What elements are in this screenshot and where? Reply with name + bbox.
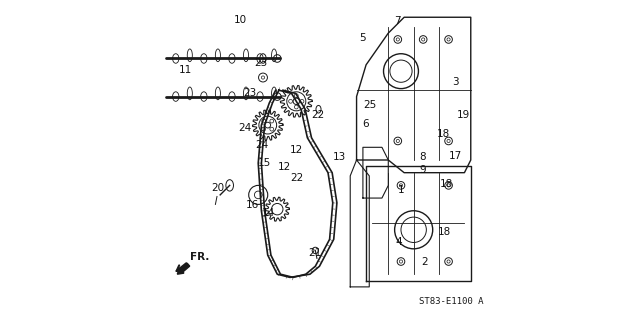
- Text: 17: 17: [449, 151, 462, 161]
- Text: 11: 11: [179, 65, 192, 75]
- Text: 18: 18: [436, 129, 450, 139]
- Text: 22: 22: [311, 110, 324, 120]
- Text: 9: 9: [419, 164, 426, 174]
- Text: 13: 13: [333, 152, 347, 163]
- Text: 18: 18: [438, 227, 452, 237]
- Text: 14: 14: [262, 208, 275, 218]
- Text: 3: 3: [452, 77, 459, 87]
- Text: 5: 5: [359, 33, 366, 43]
- Text: 25: 25: [364, 100, 377, 110]
- Text: 20: 20: [211, 183, 224, 193]
- Text: 23: 23: [254, 58, 268, 68]
- Text: 15: 15: [257, 157, 271, 168]
- Text: 12: 12: [278, 162, 291, 172]
- Text: 12: 12: [290, 145, 304, 155]
- Text: 22: 22: [290, 173, 304, 183]
- Text: 24: 24: [255, 140, 269, 150]
- Text: 2: 2: [422, 257, 428, 267]
- Text: 6: 6: [362, 119, 369, 130]
- Text: 4: 4: [395, 237, 402, 247]
- Text: 24: 24: [238, 123, 252, 133]
- FancyArrow shape: [177, 263, 190, 274]
- Text: 18: 18: [440, 179, 453, 189]
- Text: 19: 19: [457, 110, 470, 120]
- Text: 16: 16: [247, 200, 259, 210]
- Text: 21: 21: [308, 248, 321, 258]
- Text: 8: 8: [419, 152, 426, 163]
- Text: 1: 1: [398, 185, 405, 195]
- Text: ST83-E1100 A: ST83-E1100 A: [420, 297, 484, 306]
- FancyBboxPatch shape: [160, 1, 477, 319]
- Text: 10: 10: [234, 15, 247, 25]
- Text: 23: 23: [243, 88, 256, 98]
- Text: 7: 7: [394, 16, 401, 26]
- Text: FR.: FR.: [190, 252, 210, 262]
